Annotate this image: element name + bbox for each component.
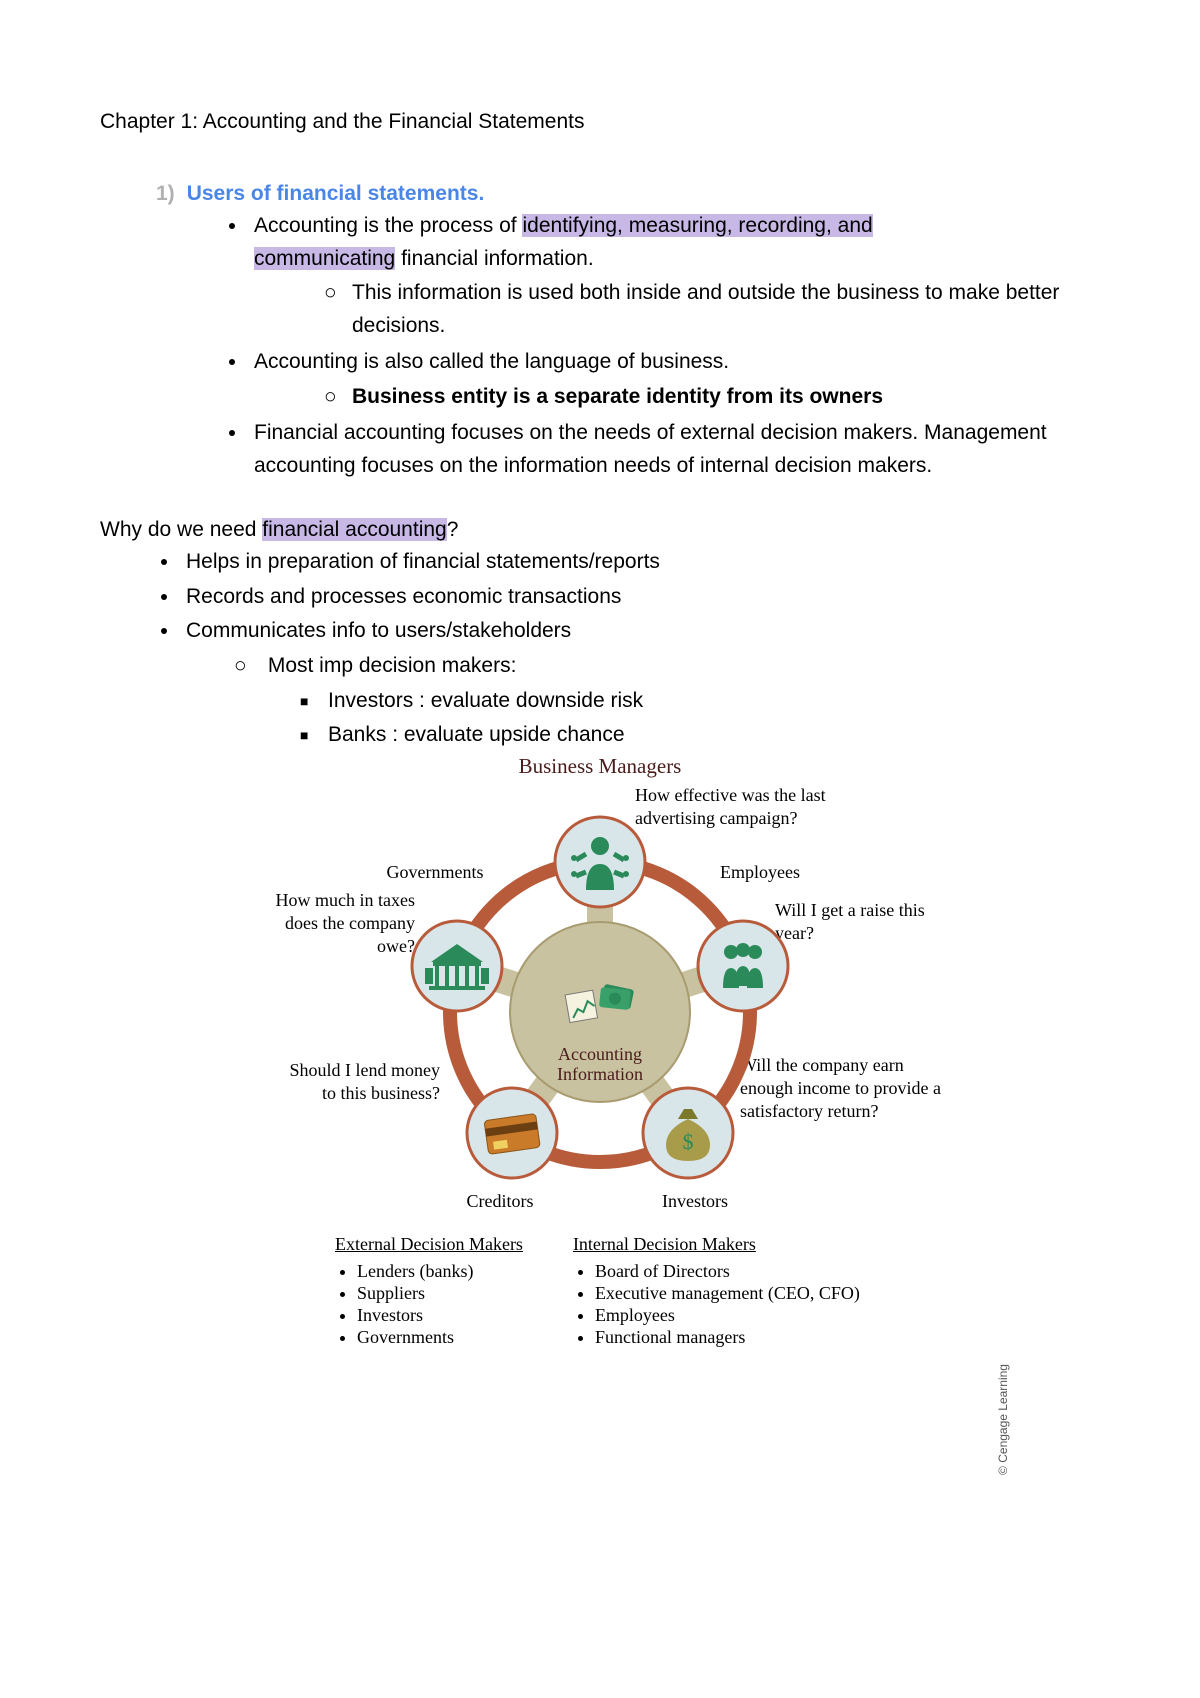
sub-list: Business entity is a separate identity f… <box>254 381 1100 414</box>
chapter-title: Chapter 1: Accounting and the Financial … <box>100 110 1100 134</box>
list-item: Investors <box>357 1305 523 1326</box>
list-item: Employees <box>595 1305 860 1326</box>
highlight: communicating <box>254 247 395 270</box>
sub-list: This information is used both inside and… <box>254 277 1100 342</box>
bullet-item: Communicates info to users/stakeholders … <box>180 615 1100 751</box>
bullet-item: Accounting is also called the language o… <box>248 346 1100 413</box>
decision-maker-tables: External Decision Makers Lenders (banks)… <box>335 1234 930 1349</box>
section-heading: Users of financial statements. <box>187 182 485 205</box>
highlight: identifying, measuring, recording, and <box>522 214 872 237</box>
bullet-item: Helps in preparation of financial statem… <box>180 546 1100 579</box>
center-label-2: Information <box>557 1064 643 1084</box>
internal-col: Internal Decision Makers Board of Direct… <box>573 1234 860 1349</box>
list-item: Functional managers <box>595 1327 860 1348</box>
center-label-1: Accounting <box>558 1044 642 1064</box>
sub-item: Most imp decision makers: Investors : ev… <box>256 650 1100 752</box>
text: Accounting is the process of <box>254 214 522 237</box>
diagram-title: Business Managers <box>475 754 725 779</box>
text: ? <box>447 518 459 541</box>
bullet-item: Accounting is the process of identifying… <box>248 210 1100 342</box>
text: Why do we need <box>100 518 262 541</box>
bullet-item: Records and processes economic transacti… <box>180 581 1100 614</box>
sub-list: Most imp decision makers: Investors : ev… <box>186 650 1100 752</box>
text: Financial accounting focuses on the need… <box>254 421 1047 477</box>
list-item: Governments <box>357 1327 523 1348</box>
card-icon <box>484 1113 540 1154</box>
text: Accounting is also called the language o… <box>254 350 729 373</box>
diagram-svg: Accounting Information <box>350 782 850 1252</box>
external-col: External Decision Makers Lenders (banks)… <box>335 1234 523 1349</box>
section-heading-line: 1) Users of financial statements. <box>100 182 1100 206</box>
list-item: Lenders (banks) <box>357 1261 523 1282</box>
question-line: Why do we need financial accounting? <box>100 518 1100 542</box>
list-item: Executive management (CEO, CFO) <box>595 1283 860 1304</box>
section-bullets: Accounting is the process of identifying… <box>100 210 1100 482</box>
col-head: Internal Decision Makers <box>573 1234 860 1255</box>
text: Communicates info to users/stakeholders <box>186 619 571 642</box>
text: Most imp decision makers: <box>268 654 517 677</box>
highlight: financial accounting <box>262 518 446 541</box>
bullet-item: Financial accounting focuses on the need… <box>248 417 1100 482</box>
sub-item-bold: Business entity is a separate identity f… <box>324 381 1100 414</box>
square-list: Investors : evaluate downside risk Banks… <box>262 685 1100 752</box>
question-bullets: Helps in preparation of financial statem… <box>100 546 1100 751</box>
svg-text:$: $ <box>683 1129 694 1154</box>
list-item: Suppliers <box>357 1283 523 1304</box>
copyright-label: © Cengage Learning <box>996 1364 1010 1475</box>
section-number: 1) <box>156 182 175 205</box>
square-item: Investors : evaluate downside risk <box>322 685 1100 718</box>
text: financial information. <box>395 247 593 270</box>
stakeholder-diagram: Business Managers How effective was the … <box>240 754 960 1414</box>
list-item: Board of Directors <box>595 1261 860 1282</box>
square-item: Banks : evaluate upside chance <box>322 719 1100 752</box>
col-head: External Decision Makers <box>335 1234 523 1255</box>
sub-item: This information is used both inside and… <box>324 277 1100 342</box>
